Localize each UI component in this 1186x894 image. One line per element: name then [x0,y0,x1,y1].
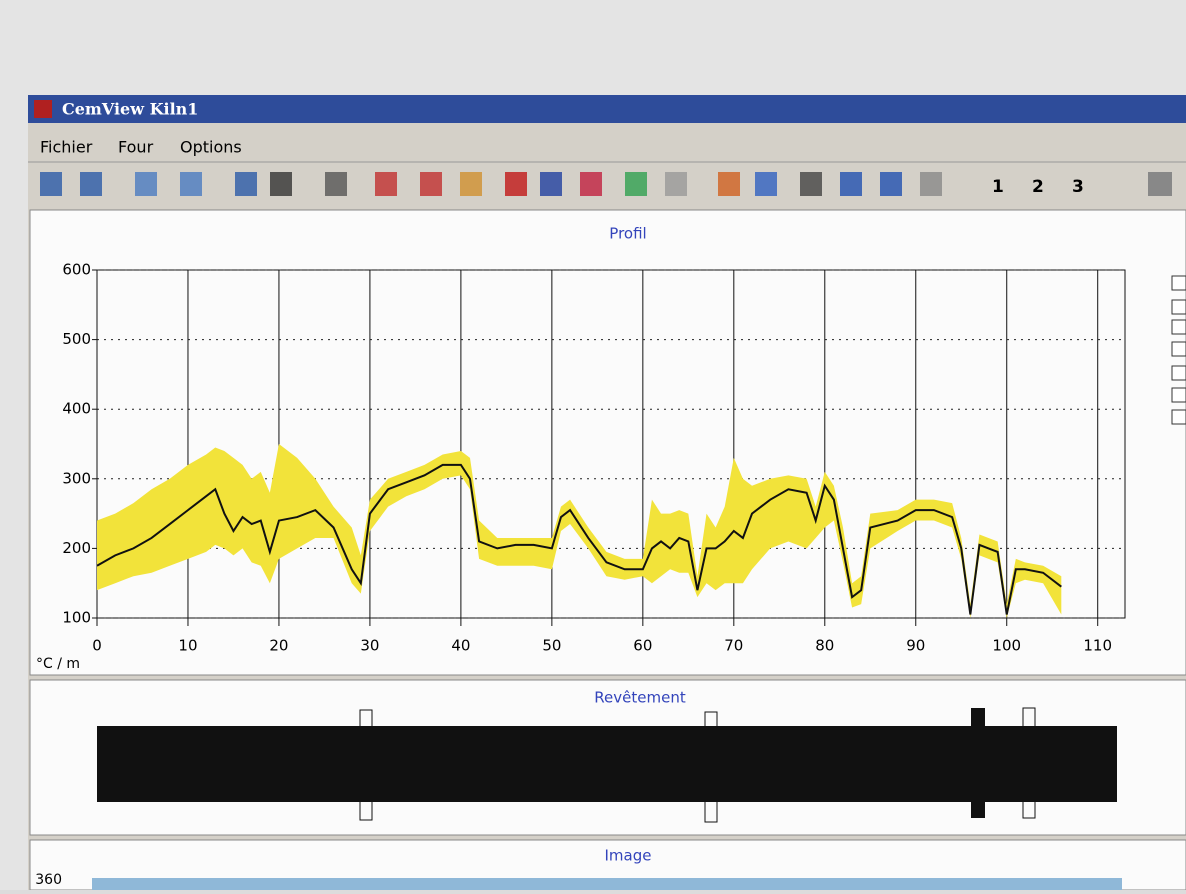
x-tick-label: 10 [178,637,197,655]
checkbox[interactable] [1172,276,1186,290]
x-tick-label: 80 [815,637,834,655]
toolbar-icon[interactable] [40,172,62,196]
plot: 100 200 300 400 500 600 0 10 20 30 40 50 60 70 80 90 100… [62,261,1125,655]
x-tick-label: 50 [542,637,561,655]
y-tick-label: 100 [62,609,91,627]
x-tick-label: 20 [269,637,288,655]
toolbar-icon[interactable] [460,172,482,196]
toolbar-icon [1148,172,1172,196]
title-bar [28,95,1186,123]
menu-item[interactable]: Fichier [40,138,93,157]
toolbar-icon[interactable] [840,172,862,196]
menu-item[interactable]: Options [180,138,242,157]
checkbox[interactable] [1172,320,1186,334]
coating-title: Revêtement [594,689,686,707]
toolbar-icon[interactable] [580,172,602,196]
x-tick-label: 40 [451,637,470,655]
toolbar-icon[interactable] [505,172,527,196]
toolbar-icon[interactable] [665,172,687,196]
toolbar-button[interactable]: 1 [992,177,1004,197]
y-tick-label: 600 [62,261,91,279]
image-title: Image [605,847,652,865]
toolbar-icon[interactable] [755,172,777,196]
toolbar-icon[interactable] [180,172,202,196]
screen: CemView Kiln1 Fichier Four Options 1 2 3… [0,0,1186,890]
x-tick-label: 70 [724,637,743,655]
toolbar-icon[interactable] [718,172,740,196]
y-tick-label: 400 [62,400,91,418]
toolbar-icon[interactable] [880,172,902,196]
y-tick-label: 500 [62,330,91,348]
tyre-marker [971,708,985,818]
y-tick-label: 200 [62,539,91,557]
window-title: CemView Kiln1 [62,100,198,119]
x-tick-label: 0 [92,637,102,655]
menu-item[interactable]: Four [118,138,154,157]
toolbar-icon[interactable] [135,172,157,196]
checkbox[interactable] [1172,410,1186,424]
app-icon [34,100,52,118]
toolbar-icon[interactable] [375,172,397,196]
y-tick-label: 300 [62,469,91,487]
toolbar-icon[interactable] [325,172,347,196]
x-tick-label: 110 [1083,637,1112,655]
x-tick-label: 30 [360,637,379,655]
toolbar-icon[interactable] [540,172,562,196]
toolbar-icon[interactable] [625,172,647,196]
checkbox[interactable] [1172,366,1186,380]
x-tick-label: 60 [633,637,652,655]
y-axis-label: °C / m [36,656,80,672]
toolbar-icon[interactable] [235,172,257,196]
coating-bar [97,726,1117,802]
page: CemView Kiln1 Fichier Four Options 1 2 3… [0,0,1186,890]
x-tick-label: 90 [906,637,925,655]
toolbar-icon[interactable] [270,172,292,196]
toolbar-icon[interactable] [80,172,102,196]
checkbox[interactable] [1172,300,1186,314]
checkbox[interactable] [1172,388,1186,402]
toolbar-button[interactable]: 3 [1072,177,1084,197]
checkbox[interactable] [1172,342,1186,356]
toolbar-icon[interactable] [920,172,942,196]
toolbar-icon[interactable] [420,172,442,196]
toolbar-icon[interactable] [800,172,822,196]
image-strip [92,878,1122,890]
toolbar-button[interactable]: 2 [1032,177,1044,197]
chart-title: Profil [609,225,646,243]
x-tick-label: 100 [992,637,1021,655]
y-tick-label: 360 [35,872,62,888]
